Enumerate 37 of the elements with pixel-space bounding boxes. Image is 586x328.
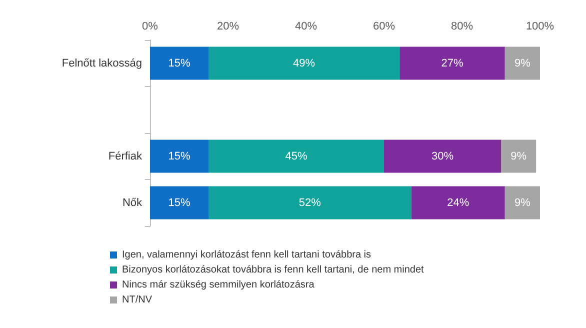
x-tick-label: 60% [372, 20, 396, 32]
data-label: 52% [298, 196, 322, 209]
bar [384, 140, 501, 173]
legend-label: Igen, valamennyi korlátozást fenn kell tartani továbbra is [122, 250, 372, 260]
bar [504, 46, 540, 80]
x-tick-label: 20% [216, 20, 240, 32]
legend-label: Bizonyos korlátozásokat továbbra is fenn kell tartani, de nem mindet [122, 264, 424, 276]
bar [208, 46, 400, 80]
bar [150, 46, 208, 80]
bar [411, 186, 505, 220]
data-label: 30% [431, 150, 454, 162]
y-tick-label: Nők [122, 196, 142, 209]
data-label: 9% [514, 57, 531, 70]
bar [150, 140, 208, 173]
x-tick-label: 40% [294, 20, 318, 32]
data-label: 9% [514, 196, 531, 209]
data-label: 49% [293, 57, 316, 70]
y-tick-label: Férfiak [108, 150, 142, 162]
x-tick-label: 0% [142, 20, 158, 32]
data-label: 15% [168, 196, 190, 209]
legend-label: NT/NV [122, 294, 152, 306]
data-label: 24% [447, 196, 470, 209]
legend-label: Nincs már szükség semmilyen korlátozásra [122, 280, 315, 290]
data-label: 9% [510, 150, 527, 162]
x-tick-label: 100% [526, 20, 554, 32]
y-tick-label: Felnőtt lakosság [62, 57, 142, 70]
bar [501, 140, 536, 173]
x-tick-label: 80% [450, 20, 474, 32]
bar [400, 46, 505, 80]
bar [208, 186, 412, 220]
data-label: 45% [285, 150, 308, 162]
bar [208, 140, 384, 173]
data-label: 27% [441, 57, 464, 70]
data-label: 15% [168, 57, 190, 70]
bar [150, 186, 208, 220]
bar [504, 186, 540, 220]
data-label: 15% [168, 150, 190, 162]
